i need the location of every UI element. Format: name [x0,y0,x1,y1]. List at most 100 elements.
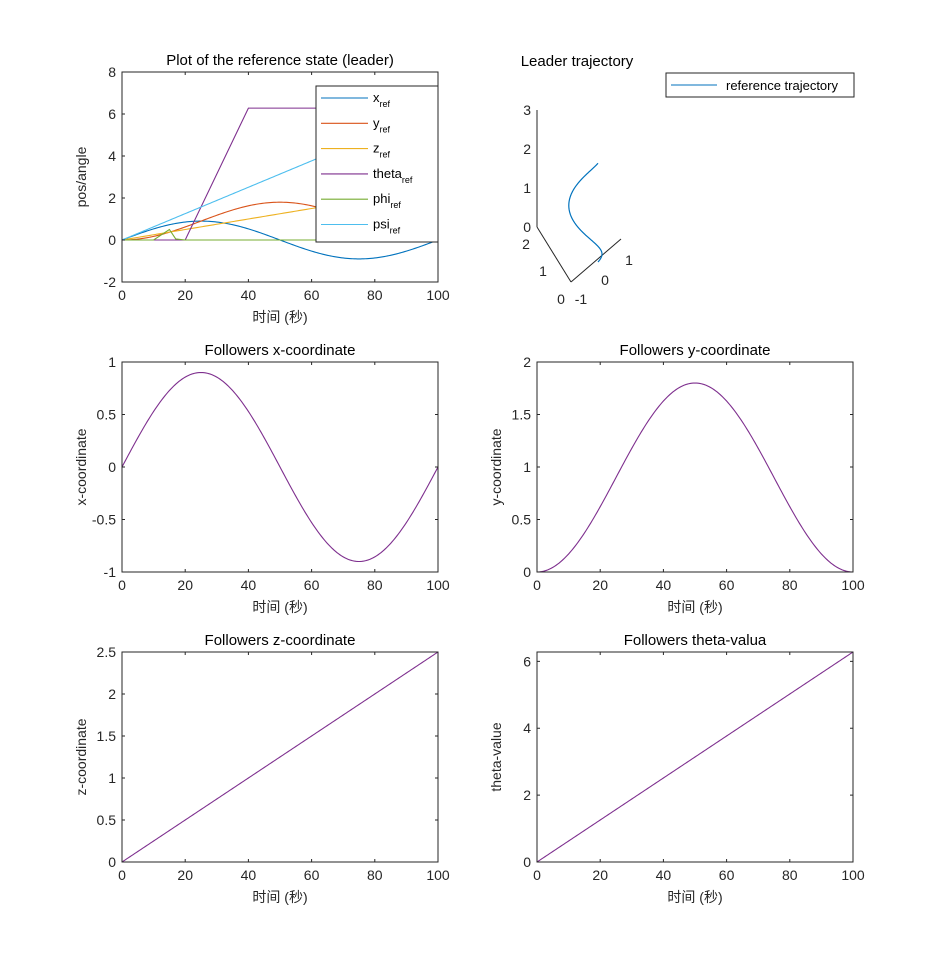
legend-name: y [373,115,380,130]
x-tick-label: 100 [426,577,450,593]
panel-4: 0 20 40 60 80 100 0 0.5 1 1.5 2 2.5 Followers z-coor… [73,632,450,905]
series-line-phi [122,228,438,241]
series-line-theta [537,652,853,862]
plot-frame [536,361,854,573]
x-tick-label: 80 [782,867,798,883]
x-tick-label: 0 [118,577,126,593]
x-tick-label: 0 [118,287,126,303]
x-tick-label: 80 [782,577,798,593]
x-tick-label: 0 [601,272,609,288]
legend-entry-y: yref [373,115,391,134]
z-tick-label: 2 [523,141,531,157]
y-tick-label: 2 [523,787,531,803]
y-tick-label: 0.5 [97,407,117,423]
y-tick-label: 8 [108,64,116,80]
legend-subscript: ref [380,124,391,134]
x-tick-label: 1 [625,252,633,268]
x-axis-label: 时间 (秒) [252,889,307,905]
x-tick-label: 0 [533,577,541,593]
y-axis-label: y-coordinate [488,428,504,505]
chart-title: Followers z-coordinate [205,632,356,649]
x-tick-label: 40 [241,867,257,883]
legend-name: psi [373,217,390,232]
y-tick-label: 0 [523,564,531,580]
y-tick-label: 1 [108,354,116,370]
y-tick-label: 2.5 [97,644,117,660]
x-tick-label: 40 [656,867,672,883]
x-axis-label: 时间 (秒) [667,599,722,615]
legend-subscript: ref [390,226,401,236]
x-axis-label: 时间 (秒) [252,309,307,325]
y-axis-label: z-coordinate [73,718,89,795]
x-axis-label: 时间 (秒) [667,889,722,905]
y-tick-label: 0.5 [97,812,117,828]
legend-entry-z: zref [373,141,391,160]
y-tick-label: 2 [523,354,531,370]
y-tick-label: 4 [108,148,116,164]
legend-entry-theta: thetaref [373,166,413,185]
trajectory-line [568,162,603,263]
z-tick-label: 1 [523,180,531,196]
y-tick-label: 1.5 [512,407,532,423]
y-tick-label: -1 [104,564,117,580]
legend-subscript: ref [380,150,391,160]
y-tick-label: 0 [108,232,116,248]
series-line-y [537,382,853,572]
plot-frame [121,651,439,863]
y-tick-label: 2 [522,236,530,252]
axis-3d-edge [536,226,572,283]
x-tick-label: 40 [656,577,672,593]
x-tick-label: 40 [241,577,257,593]
panel-5: 0 20 40 60 80 100 0 2 4 6 Followers theta-valua 时间 … [488,632,865,905]
x-tick-label: 60 [304,287,320,303]
chart-title: Plot of the reference state (leader) [166,52,394,69]
panel-3: 0 20 40 60 80 100 0 0.5 1 1.5 2 Followers y-coordin… [488,342,865,615]
legend-subscript: ref [390,200,401,210]
z-tick-label: 3 [523,102,531,118]
x-tick-label: 0 [118,867,126,883]
x-tick-label: 100 [426,867,450,883]
y-tick-label: 0 [523,854,531,870]
legend-entry-psi: psiref [373,217,401,236]
x-tick-label: 60 [719,577,735,593]
y-axis-label: pos/angle [73,146,89,207]
legend-entry-x: xref [373,90,391,109]
z-tick-label: 0 [523,219,531,235]
x-tick-label: -1 [575,291,588,307]
y-tick-label: 4 [523,720,531,736]
legend-name: z [373,141,380,156]
legend-name: theta [373,166,403,181]
legend-entry: reference trajectory [726,78,838,93]
x-tick-label: 20 [592,577,608,593]
y-tick-label: 1 [523,459,531,475]
x-tick-label: 20 [177,287,193,303]
chart-title: Followers y-coordinate [620,342,771,359]
y-tick-label: 6 [523,653,531,669]
x-tick-label: 100 [841,867,865,883]
y-axis-label: x-coordinate [73,428,89,505]
legend-name: phi [373,191,390,206]
panel-2: 0 20 40 60 80 100 -1 -0.5 0 0.5 1 Followers x-coord… [73,342,450,615]
x-tick-label: 20 [592,867,608,883]
axis-3d-edge [570,238,622,283]
y-tick-label: 1.5 [97,728,117,744]
x-tick-label: 100 [426,287,450,303]
legend-subscript: ref [402,175,413,185]
y-tick-label: 2 [108,190,116,206]
y-tick-label: 1 [539,263,547,279]
x-tick-label: 20 [177,577,193,593]
y-tick-label: 0 [108,854,116,870]
y-tick-label: -2 [104,274,117,290]
x-tick-label: 20 [177,867,193,883]
plot-frame [536,651,854,863]
legend-subscript: ref [380,99,391,109]
x-tick-label: 40 [241,287,257,303]
x-tick-label: 100 [841,577,865,593]
y-tick-label: 0.5 [512,512,532,528]
legend-entry-phi: phiref [373,191,401,210]
series-line-z [122,652,438,862]
y-tick-label: 0 [557,291,565,307]
x-tick-label: 60 [304,577,320,593]
